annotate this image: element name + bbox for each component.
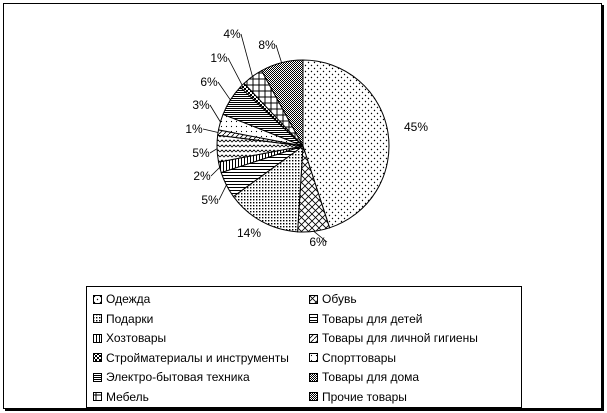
percent-label: 4% [223,27,241,41]
leader-line [313,231,328,243]
legend-swatch [93,372,102,382]
leader-line [217,81,231,101]
legend-item: Хозтовары [93,330,166,346]
leader-line [275,44,282,63]
leader-line [227,57,243,86]
legend-item: Товары для детей [309,311,422,327]
legend-swatch [93,314,102,323]
legend-item: Спорттовары [309,350,396,366]
legend: Одежда Обувь Подарки Товары для детей Хозтов… [86,286,522,408]
legend-item: Товары для дома [309,369,419,385]
legend-swatch [93,392,102,401]
legend-swatch [309,392,318,401]
percent-label: 2% [193,169,211,183]
legend-label: Спорттовары [322,350,396,365]
legend-item: Мебель [93,389,149,405]
legend-label: Товары для детей [322,311,423,326]
leader-line [209,104,221,123]
legend-item: Товары для личной гигиены [309,330,478,346]
percent-label: 8% [258,38,276,52]
percent-label: 5% [192,146,210,160]
legend-item: Подарки [93,311,153,327]
legend-label: Товары для дома [322,370,420,384]
legend-swatch [309,333,318,343]
legend-item: Стройматериалы и инструменты [93,350,289,366]
percent-label: 45% [404,120,428,134]
legend-swatch [93,353,102,362]
legend-swatch [93,294,102,304]
legend-label: Прочие товары [322,389,407,404]
legend-item: Обувь [309,291,357,307]
legend-swatch [309,294,318,304]
percent-label: 5% [201,193,219,207]
legend-item: Прочие товары [309,389,407,405]
legend-swatch [309,372,318,382]
legend-label: Одежда [106,292,151,306]
pie-slices [216,59,390,233]
leader-line [240,33,253,77]
percent-label: 6% [200,75,218,89]
chart-frame: 45% 6% 14% 5% 2% 5% 1% 3% 6% 1% 4% 8% Одежда Обувь По… [3,3,602,409]
legend-item: Электро-бытовая техника [93,369,250,385]
legend-label: Мебель [106,389,149,404]
percent-labels: 45% 6% 14% 5% 2% 5% 1% 3% 6% 1% 4% 8% [185,27,428,249]
leader-line [210,167,220,177]
percent-label: 14% [237,226,261,240]
percent-label: 3% [192,98,210,112]
legend-label: Электро-бытовая техника [106,370,250,384]
legend-item: Одежда [93,291,150,307]
legend-label: Хозтовары [106,331,167,345]
legend-label: Обувь [322,292,357,306]
leader-line [209,148,218,154]
pie-slice [232,144,304,233]
pie-chart: 45% 6% 14% 5% 2% 5% 1% 3% 6% 1% 4% 8% [185,27,428,249]
leader-lines [202,33,328,243]
percent-label: 1% [185,122,203,136]
leader-line [218,184,227,201]
percent-label: 1% [210,51,228,65]
legend-label: Стройматериалы и инструменты [106,350,289,365]
leader-line [202,128,219,133]
percent-label: 6% [309,235,327,249]
legend-label: Подарки [106,311,154,326]
legend-swatch [93,333,102,343]
legend-label: Товары для личной гигиены [322,331,478,345]
legend-swatch [309,353,318,362]
pie-slice [302,59,390,229]
legend-swatch [309,314,318,323]
